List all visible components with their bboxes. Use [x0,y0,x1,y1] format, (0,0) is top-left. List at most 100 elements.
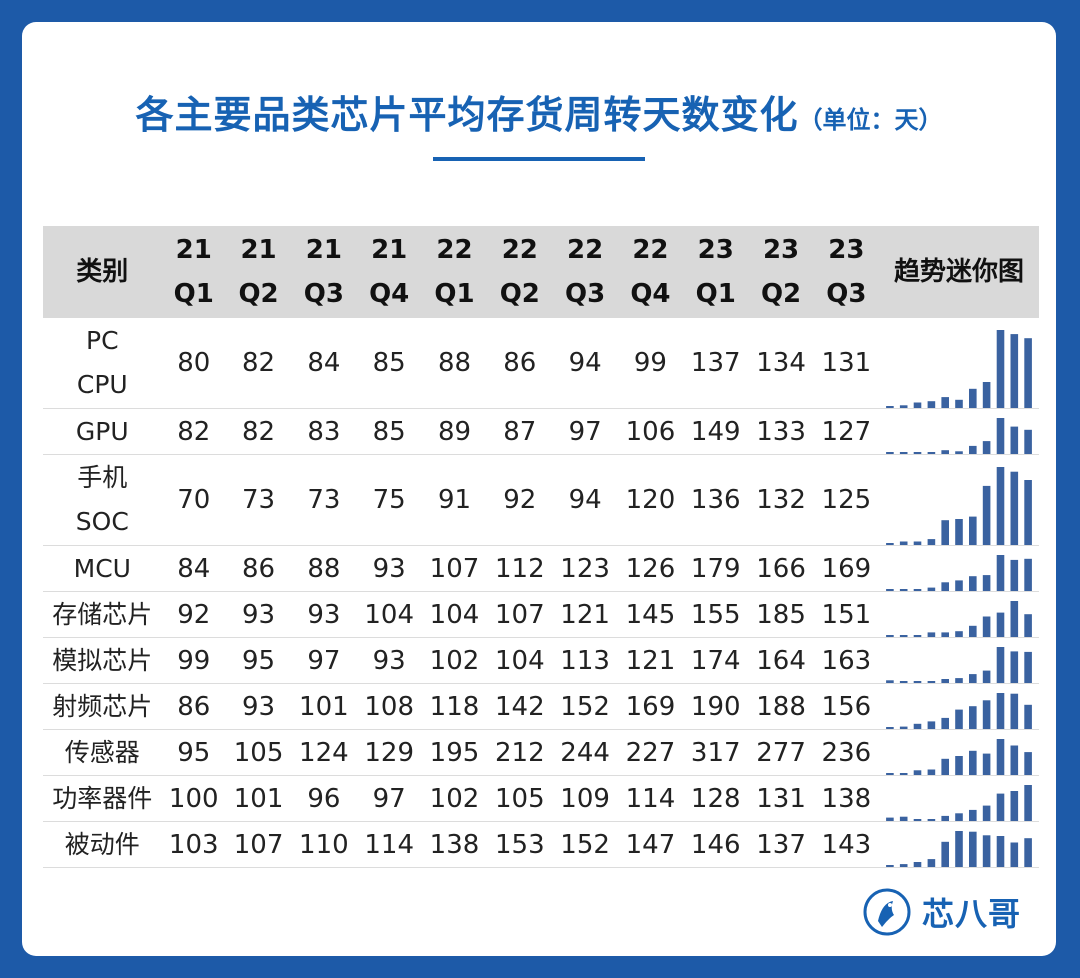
table-row: 模拟芯片 99 95 97 93 102 104 113 121 174 164 163 [43,637,1039,684]
header-trend: 趋势迷你图 [879,226,1039,318]
sparkline-bar [913,723,922,729]
sparkline-bar [941,717,950,729]
table-row: GPU 82 82 83 85 89 87 97 106 149 133 127 [43,408,1039,455]
table-cell: 108 [356,683,422,730]
sparkline-bar [1010,471,1019,545]
trend-sparkline [879,545,1039,592]
sparkline-bar [941,841,950,867]
sparkline-bar [955,831,963,867]
table-cell: 151 [813,591,880,638]
table-row: 存储芯片 92 93 93 104 104 107 121 145 155 185 151 [43,591,1039,638]
header-quarter: Q1 [173,279,214,309]
sparkline-bar [899,864,908,867]
table-row: PC CPU 80 82 84 85 88 86 94 99 137 134 131 [43,318,1039,409]
table-cell: 84 [161,545,226,592]
sparkline-bar [955,756,963,775]
table-cell: 94 [552,318,618,409]
header-year: 23 [697,235,734,265]
sparkline-bar [913,402,922,408]
table-cell: 110 [291,821,357,868]
sparkline-bar [996,330,1005,408]
table-row: 手机 SOC 70 73 73 75 91 92 94 120 136 132 125 [43,454,1039,546]
sparkline-bar [955,678,963,683]
sparkline-bar [1024,838,1032,867]
table-cell: 118 [421,683,488,730]
table-cell: 317 [683,729,749,776]
table-cell: 93 [356,637,422,684]
sparkline-bar [996,739,1005,775]
sparkline-bar [927,587,936,591]
table-cell: 137 [748,821,814,868]
table-row: MCU 84 86 88 93 107 112 123 126 179 166 169 [43,545,1039,592]
sparkline-bar [899,773,908,775]
sparkline-bar [1010,693,1019,729]
table-cell: 132 [748,454,814,546]
sparkline-bar [982,753,991,775]
table-cell: 83 [291,408,357,455]
row-category: 传感器 [43,729,162,776]
header-year: 21 [305,235,342,265]
trend-sparkline [879,318,1039,409]
table-cell: 80 [161,318,226,409]
sparkline-bar [969,625,977,637]
table-cell: 86 [161,683,226,730]
table-cell: 70 [161,454,226,546]
sparkline-chart [886,739,1032,775]
sparkline-bar [927,681,936,683]
sparkline-bar [927,859,936,867]
sparkline-bar [1024,429,1032,454]
table-cell: 97 [291,637,357,684]
sparkline-bar [941,397,950,408]
sparkline-bar [899,635,908,637]
row-category: 被动件 [43,821,162,868]
sparkline-bar [927,452,936,454]
header-year: 22 [436,235,473,265]
table-cell: 86 [225,545,292,592]
header-year: 23 [762,235,800,265]
row-category: GPU [43,408,162,455]
sparkline-bar [941,679,950,683]
chart-title: 各主要品类芯片平均存货周转天数变化 [135,93,799,137]
table-cell: 93 [356,545,422,592]
table-cell: 99 [161,637,226,684]
row-category-line: CPU [76,370,128,399]
table-cell: 92 [161,591,226,638]
table-cell: 127 [813,408,880,455]
table-cell: 94 [552,454,618,546]
table-cell: 99 [617,318,684,409]
header-period: 23 Q3 [813,226,880,318]
sparkline-bar [1024,752,1032,775]
sparkline-bar [996,612,1005,637]
trend-sparkline [879,408,1039,455]
table-cell: 174 [683,637,749,684]
sparkline-bar [886,543,894,545]
chart-card: 各主要品类芯片平均存货周转天数变化（单位：天） 类别 21 Q1 21 Q2 21 Q3 21… [22,22,1056,956]
row-category: 模拟芯片 [43,637,162,684]
table-cell: 93 [291,591,357,638]
header-period: 23 Q2 [748,226,814,318]
table-cell: 123 [552,545,618,592]
sparkline-bar [941,758,950,775]
header-period: 21 Q2 [225,226,292,318]
sparkline-bar [1024,338,1032,408]
table-body: PC CPU 80 82 84 85 88 86 94 99 137 134 131 GPU 82 82 83 8… [43,318,1039,868]
table-cell: 93 [225,591,292,638]
header-quarter: Q2 [760,279,802,309]
sparkline-bar [941,815,950,821]
sparkline-bar [955,813,963,821]
table-cell: 137 [683,318,749,409]
sparkline-bar [969,809,977,821]
sparkline-bar [982,382,991,408]
table-cell: 85 [356,318,422,409]
sparkline-bar [969,674,977,683]
table-cell: 124 [291,729,357,776]
table-cell: 75 [356,454,422,546]
header-period: 23 Q1 [683,226,749,318]
sparkline-bar [1024,614,1032,637]
row-category: 功率器件 [43,775,162,822]
sparkline-bar [941,632,950,637]
sparkline-bar [955,451,963,454]
sparkline-bar [1010,559,1019,591]
sparkline-bar [886,773,894,775]
sparkline-bar [982,441,991,454]
